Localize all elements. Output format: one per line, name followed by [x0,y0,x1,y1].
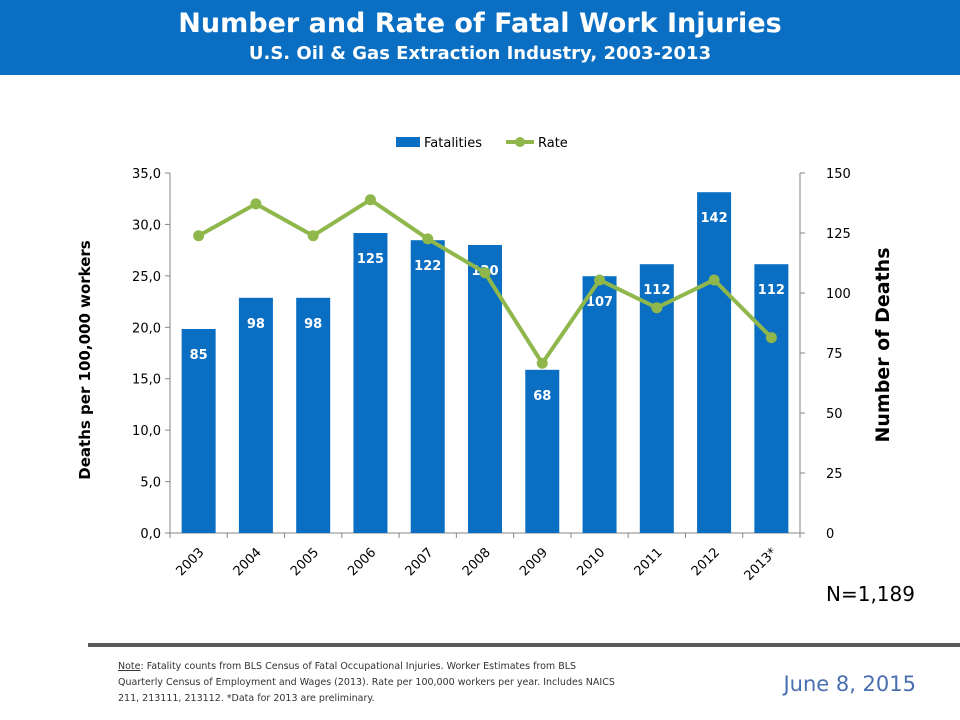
note-label: Note [118,661,141,672]
fatalities-bar [296,297,331,533]
total-count-label: N=1,189 [826,582,915,606]
fatalities-bar [754,264,789,533]
legend-rate-label: Rate [538,136,568,151]
rate-point [250,198,262,210]
x-tick-label: 2011 [632,545,666,579]
right-tick-label: 50 [826,407,843,422]
bar-value-label: 122 [414,259,441,274]
divider-line [88,643,960,647]
title-banner: Number and Rate of Fatal Work Injuries U… [0,0,960,75]
chart-title: Number and Rate of Fatal Work Injuries [178,8,782,39]
right-tick-label: 150 [826,167,851,182]
footnote: Note: Fatality counts from BLS Census of… [118,659,618,707]
rate-point [651,302,663,314]
bar-value-label: 112 [758,283,785,298]
rate-point [708,274,720,286]
left-axis-title: Deaths per 100,000 workers [76,240,94,480]
left-tick-label: 0,0 [140,527,161,542]
fatalities-bar [353,233,388,533]
bar-value-label: 68 [533,389,551,404]
rate-point [364,194,376,206]
left-tick-label: 25,0 [132,270,161,285]
x-tick-label: 2009 [517,545,551,579]
left-tick-label: 15,0 [132,373,161,388]
fatalities-bar [582,276,617,533]
rate-point [422,233,434,245]
bar-value-label: 125 [357,252,384,267]
rate-point [479,267,491,279]
fatalities-bar [410,240,445,533]
combo-chart: 0,0 5,0 10,0 15,0 20,0 25,0 30,0 35,0 0 25 50 75 100… [76,136,894,584]
left-tick-label: 5,0 [140,476,161,491]
x-tick-label: 2004 [231,545,265,579]
chart-subtitle: U.S. Oil & Gas Extraction Industry, 2003… [248,43,712,64]
rate-point [307,230,319,242]
left-tick-label: 10,0 [132,424,161,439]
bar-value-label: 142 [701,211,728,226]
right-axis-title: Number of Deaths [872,247,894,442]
x-tick-label: 2010 [574,545,608,579]
bar-value-label: 107 [586,295,613,310]
note-text: : Fatality counts from BLS Census of Fat… [118,661,615,704]
bar-value-label: 98 [304,317,322,332]
fatalities-bar [697,192,732,533]
x-tick-label: 2003 [173,545,207,579]
left-tick-label: 20,0 [132,321,161,336]
legend-line-marker [515,137,525,147]
x-tick-label: 2006 [345,545,379,579]
footer-date: June 8, 2015 [783,672,916,696]
legend-fatalities-label: Fatalities [424,136,482,151]
x-tick-label: 2008 [460,545,494,579]
fatalities-bar [181,329,216,533]
rate-point [193,230,205,242]
rate-point [765,332,777,344]
rate-point [594,274,606,286]
right-tick-label: 0 [826,527,834,542]
fatalities-bar [525,369,560,533]
x-tick-label: 2007 [403,545,437,579]
fatalities-bar [238,297,273,533]
bar-value-label: 85 [190,348,208,363]
right-tick-label: 25 [826,467,843,482]
x-tick-label: 2005 [288,545,322,579]
x-tick-label: 2013* [742,545,781,584]
bar-value-label: 98 [247,317,265,332]
left-tick-label: 30,0 [132,218,161,233]
right-tick-label: 125 [826,227,851,242]
right-tick-label: 75 [826,347,843,362]
rate-point [536,357,548,369]
left-tick-label: 35,0 [132,167,161,182]
legend-bar-swatch [396,137,420,147]
x-tick-label: 2012 [689,545,723,579]
right-tick-label: 100 [826,287,851,302]
bar-value-label: 112 [643,283,670,298]
